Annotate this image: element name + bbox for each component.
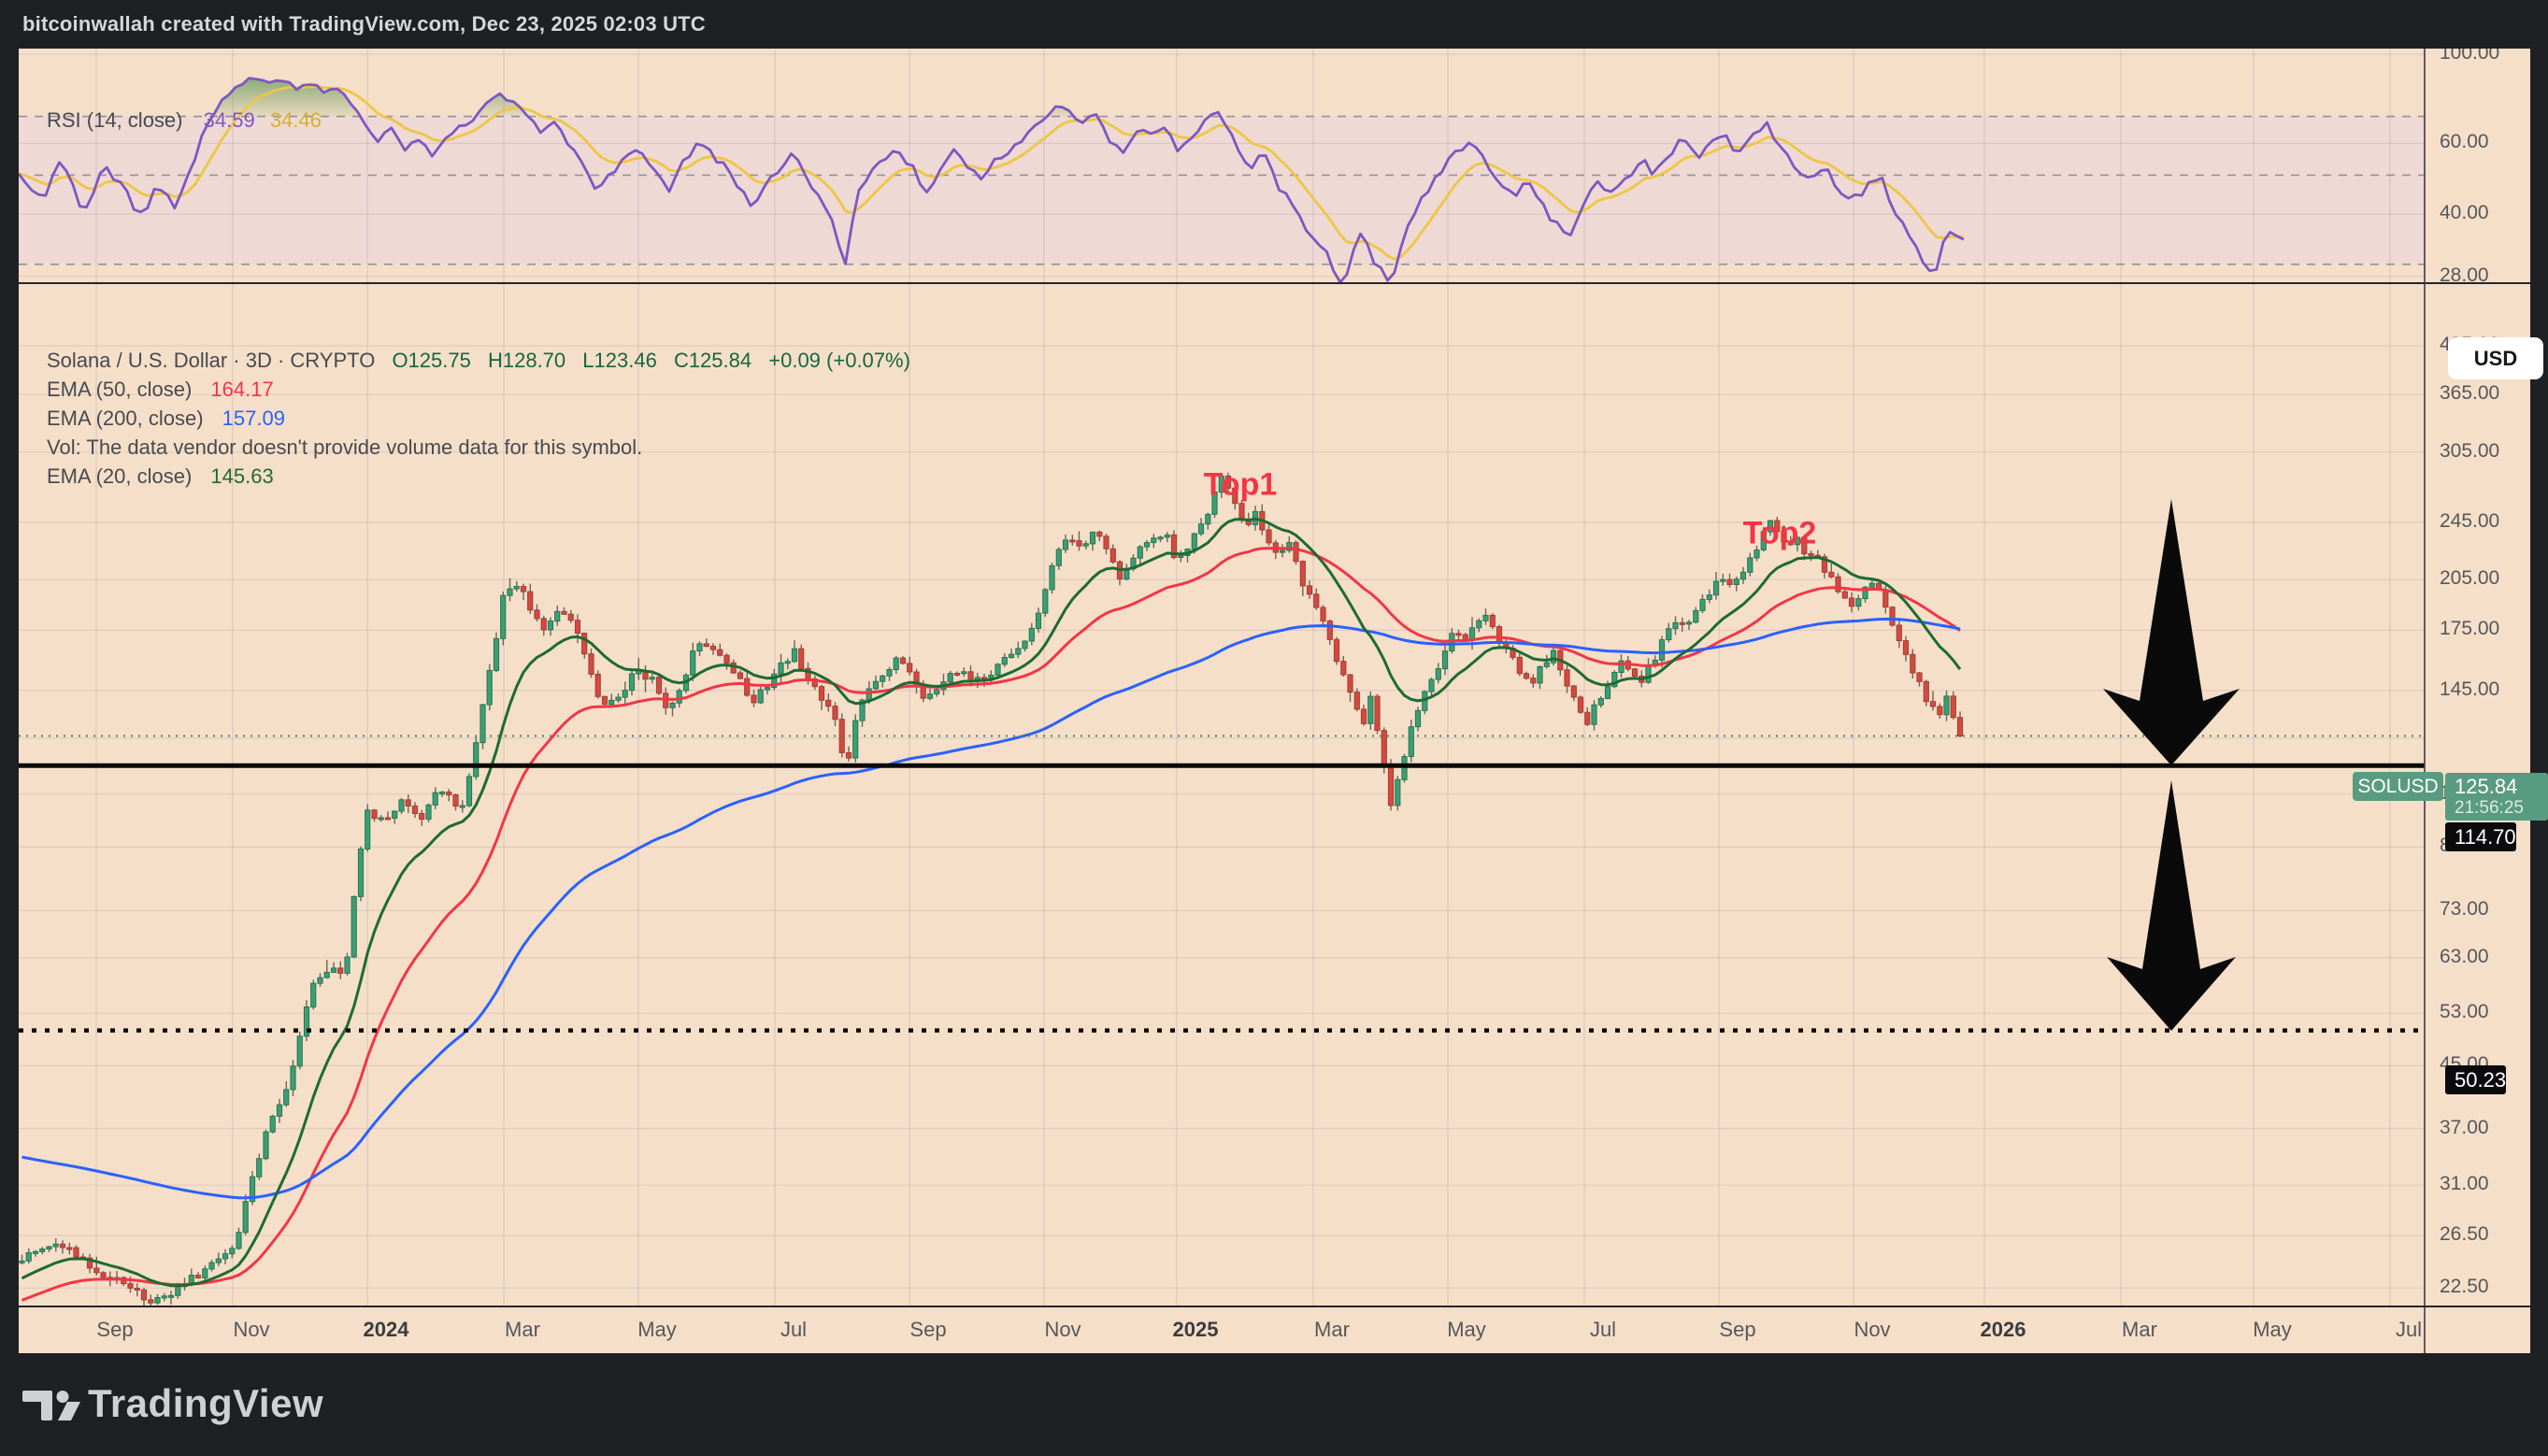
rsi-level-lines [19, 115, 2425, 265]
attribution-bar: bitcoinwallah created with TradingView.c… [0, 0, 2548, 49]
horizontal-gridlines [19, 53, 2425, 1289]
target-line-badge: 50.23 [2445, 1065, 2507, 1094]
annotation-top2[interactable]: Top2 [1742, 515, 1817, 551]
ohlc-high: H128.70 [487, 349, 566, 372]
ema-20-line [21, 517, 1962, 1288]
footer-bar: TradingView [0, 1353, 2548, 1456]
rsi-legend[interactable]: RSI (14, close) 34.59 34.46 [47, 108, 322, 133]
annotation-top1[interactable]: Top1 [1203, 466, 1278, 503]
ema-200-line [21, 617, 1961, 1200]
tradingview-logo-icon [22, 1391, 80, 1420]
down-candles [59, 475, 1964, 1304]
symbol-title: Solana / U.S. Dollar · 3D · CRYPTO [47, 349, 376, 372]
attribution-text: bitcoinwallah created with TradingView.c… [22, 12, 706, 36]
ema50-value: 164.17 [210, 378, 274, 401]
down-arrow-2[interactable] [2107, 780, 2236, 1031]
tradingview-wordmark: TradingView [88, 1381, 324, 1425]
up-candles [19, 475, 1950, 1304]
down-arrow-1[interactable] [2103, 499, 2240, 765]
ema-50-line [21, 547, 1961, 1302]
ohlc-open: O125.75 [392, 349, 471, 372]
rsi-legend-title: RSI (14, close) [47, 108, 183, 132]
chart-canvas[interactable] [19, 49, 2530, 1353]
ohlc-low: L123.46 [582, 349, 657, 372]
ema20-row[interactable]: EMA (20, close) 145.63 [47, 462, 910, 491]
last-price-value: 125.84 [2455, 775, 2518, 798]
ema20-label: EMA (20, close) [47, 464, 193, 488]
rsi-pane-series [19, 77, 1965, 283]
support-line-badge: 114.70 [2445, 822, 2516, 851]
last-price-badge: 125.84 21:56:25 [2445, 773, 2548, 821]
volume-row[interactable]: Vol: The data vendor doesn't provide vol… [47, 433, 910, 462]
candlestick-series [19, 472, 1964, 1306]
rsi-ma-line [19, 85, 1964, 261]
ema50-row[interactable]: EMA (50, close) 164.17 [47, 375, 910, 404]
ohlc-change: +0.09 (+0.07%) [768, 349, 910, 372]
symbol-price-label: SOLUSD [2353, 772, 2443, 801]
ema20-value: 145.63 [210, 464, 274, 488]
chart-widget: 425.00365.00305.00245.00205.00175.00145.… [19, 42, 2548, 1353]
bar-countdown: 21:56:25 [2455, 798, 2524, 818]
symbol-row[interactable]: Solana / U.S. Dollar · 3D · CRYPTO O125.… [47, 346, 910, 375]
ema200-value: 157.09 [222, 407, 285, 430]
ema50-label: EMA (50, close) [47, 378, 193, 401]
rsi-ma-value: 34.46 [269, 108, 322, 132]
rsi-line [19, 77, 1965, 283]
rsi-overbought-fill [212, 78, 1221, 117]
ohlc-close: C125.84 [673, 349, 752, 372]
ema200-row[interactable]: EMA (200, close) 157.09 [47, 404, 910, 433]
ema200-label: EMA (200, close) [47, 407, 204, 430]
candle-wicks [21, 472, 1961, 1306]
volume-message: Vol: The data vendor doesn't provide vol… [47, 435, 643, 459]
currency-toggle-button[interactable]: USD [2448, 337, 2543, 379]
main-legend: Solana / U.S. Dollar · 3D · CRYPTO O125.… [47, 346, 910, 491]
rsi-value: 34.59 [203, 108, 255, 132]
